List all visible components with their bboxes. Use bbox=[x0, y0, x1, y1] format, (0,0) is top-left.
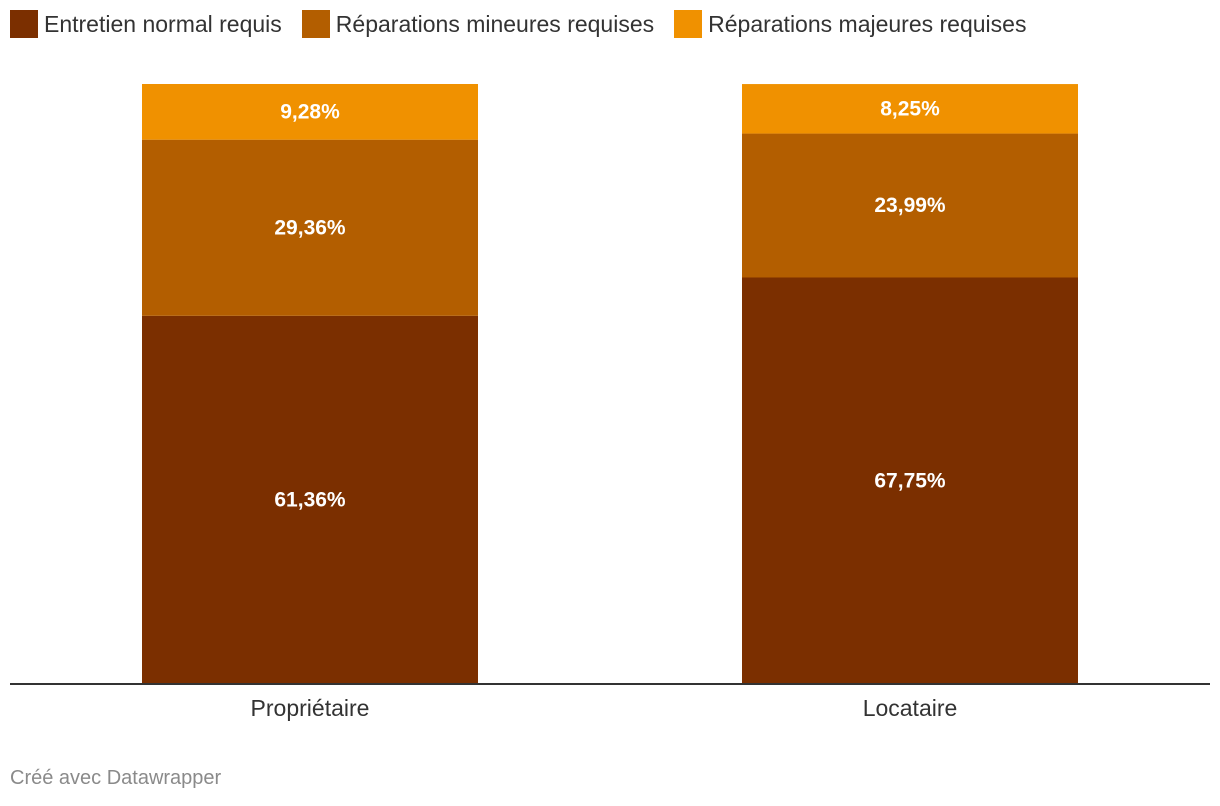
data-label-locataire-reparations-majeures-requises: 8,25% bbox=[880, 97, 940, 120]
category-label-proprietaire: Propriétaire bbox=[251, 695, 370, 721]
bar-segment-proprietaire-entretien-normal-requis bbox=[142, 315, 478, 684]
data-label-proprietaire-reparations-majeures-requises: 9,28% bbox=[280, 100, 340, 123]
datawrapper-credit: Créé avec Datawrapper bbox=[10, 767, 222, 789]
bar-segment-locataire-reparations-mineures-requises bbox=[742, 133, 1078, 278]
data-label-proprietaire-reparations-mineures-requises: 29,36% bbox=[274, 216, 346, 239]
legend-item-reparations-mineures: Réparations mineures requises bbox=[301, 10, 655, 38]
legend-item-reparations-majeures: Réparations majeures requises bbox=[674, 10, 1026, 38]
legend-label-entretien-normal: Entretien normal requis bbox=[44, 10, 282, 37]
bar-segment-proprietaire-reparations-majeures-requises bbox=[142, 84, 478, 140]
legend-item-entretien-normal: Entretien normal requis bbox=[10, 10, 282, 38]
legend-label-reparations-mineures: Réparations mineures requises bbox=[335, 10, 655, 37]
legend-swatch-entretien-normal bbox=[10, 10, 38, 38]
chart-legend: Entretien normal requis Réparations mine… bbox=[10, 10, 1046, 38]
bar-segment-locataire-reparations-majeures-requises bbox=[742, 84, 1078, 134]
data-label-locataire-reparations-mineures-requises: 23,99% bbox=[874, 194, 946, 217]
data-label-locataire-entretien-normal-requis: 67,75% bbox=[874, 469, 946, 492]
data-label-proprietaire-entretien-normal-requis: 61,36% bbox=[274, 488, 346, 511]
legend-label-reparations-majeures: Réparations majeures requises bbox=[708, 10, 1027, 37]
bar-segment-proprietaire-reparations-mineures-requises bbox=[142, 139, 478, 316]
legend-swatch-reparations-majeures bbox=[674, 10, 703, 38]
category-label-locataire: Locataire bbox=[863, 695, 958, 721]
bar-segment-locataire-entretien-normal-requis bbox=[742, 277, 1078, 684]
legend-swatch-reparations-mineures bbox=[301, 10, 330, 38]
